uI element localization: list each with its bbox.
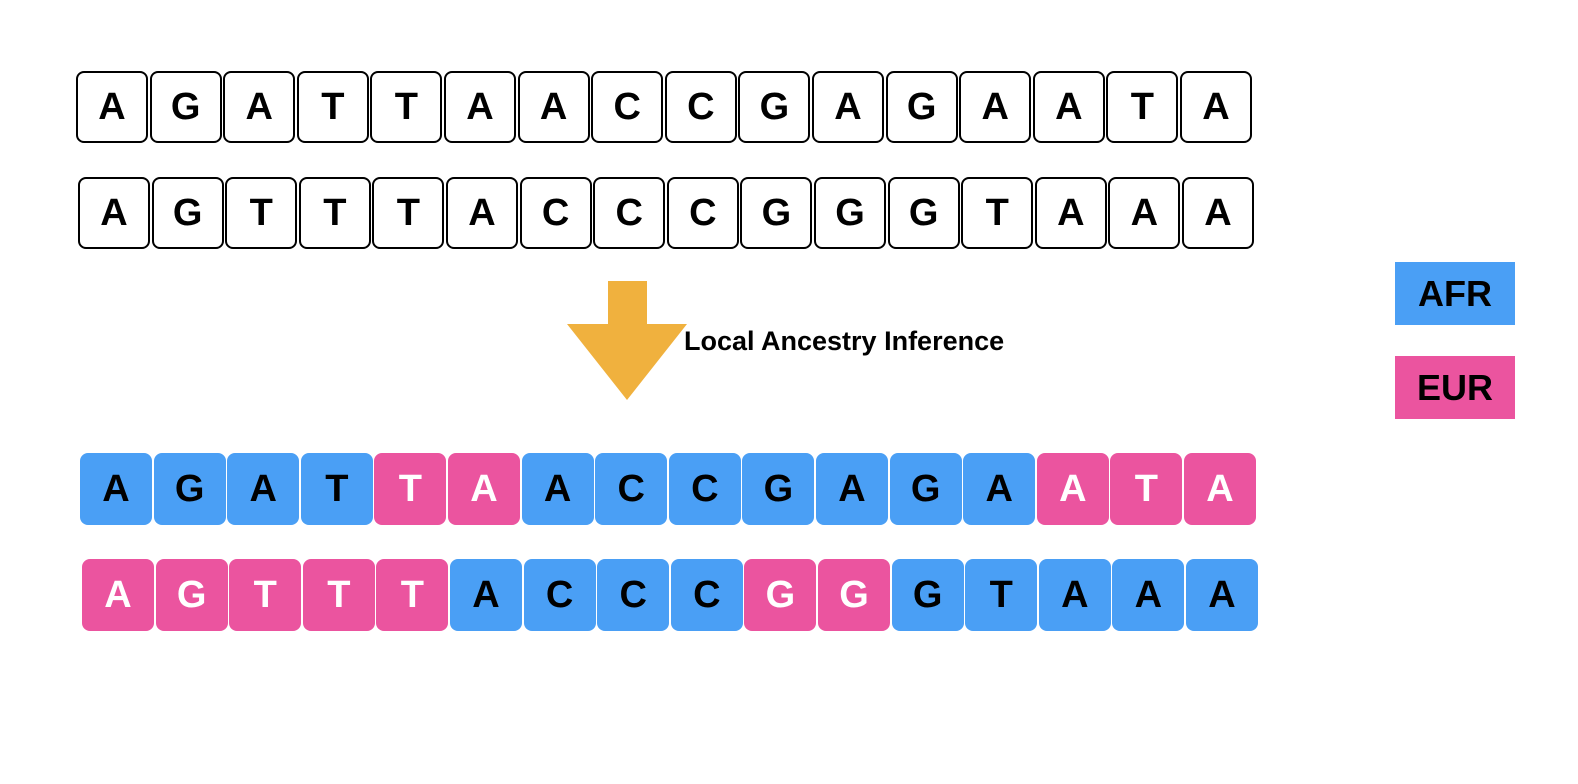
nucleotide-cell-afr: C [523, 559, 596, 631]
nucleotide-cell: C [591, 71, 664, 143]
nucleotide-cell: C [519, 177, 592, 249]
nucleotide-cell-eur: T [229, 559, 302, 631]
nucleotide-cell: G [738, 71, 811, 143]
nucleotide-cell-afr: G [742, 453, 815, 525]
nucleotide-cell-afr: A [963, 453, 1036, 525]
nucleotide-cell-eur: A [1036, 453, 1109, 525]
nucleotide-cell: T [372, 177, 445, 249]
nucleotide-cell-afr: A [1038, 559, 1111, 631]
nucleotide-cell-afr: A [227, 453, 300, 525]
nucleotide-cell-afr: T [965, 559, 1038, 631]
nucleotide-cell: T [296, 71, 369, 143]
nucleotide-cell-afr: G [889, 453, 962, 525]
nucleotide-cell-eur: A [82, 559, 154, 631]
down-arrow-icon [567, 281, 687, 400]
nucleotide-cell-eur: T [376, 559, 449, 631]
nucleotide-cell: C [593, 177, 666, 249]
nucleotide-cell-eur: G [818, 559, 890, 631]
nucleotide-cell-afr: A [1186, 559, 1258, 631]
nucleotide-cell-eur: A [448, 453, 520, 525]
nucleotide-cell-afr: A [816, 453, 888, 525]
nucleotide-cell-afr: G [891, 559, 964, 631]
legend-afr: AFR [1395, 262, 1515, 325]
nucleotide-cell-eur: T [374, 453, 447, 525]
arrow-label: Local Ancestry Inference [684, 326, 1005, 356]
nucleotide-cell: T [298, 177, 371, 249]
nucleotide-cell-eur: A [1184, 453, 1256, 525]
nucleotide-cell: T [225, 177, 298, 249]
nucleotide-cell: A [446, 177, 518, 249]
nucleotide-cell: A [1034, 177, 1107, 249]
nucleotide-cell: A [76, 71, 148, 143]
nucleotide-cell-afr: C [670, 559, 743, 631]
nucleotide-cell-afr: C [595, 453, 668, 525]
nucleotide-cell-eur: T [1110, 453, 1183, 525]
nucleotide-cell-eur: G [744, 559, 817, 631]
nucleotide-cell: G [887, 177, 960, 249]
nucleotide-cell-afr: A [80, 453, 152, 525]
nucleotide-cell: A [1180, 71, 1252, 143]
nucleotide-cell: A [78, 177, 150, 249]
nucleotide-cell-afr: A [450, 559, 522, 631]
nucleotide-cell: A [223, 71, 296, 143]
nucleotide-cell-afr: A [521, 453, 594, 525]
nucleotide-cell: C [664, 71, 737, 143]
nucleotide-cell: G [740, 177, 813, 249]
nucleotide-cell-afr: C [597, 559, 670, 631]
nucleotide-cell: G [151, 177, 224, 249]
nucleotide-cell-eur: T [302, 559, 375, 631]
legend-eur: EUR [1395, 356, 1515, 419]
nucleotide-cell-afr: T [300, 453, 373, 525]
nucleotide-cell: T [961, 177, 1034, 249]
nucleotide-cell: A [1182, 177, 1254, 249]
nucleotide-cell: A [444, 71, 516, 143]
nucleotide-cell: G [814, 177, 886, 249]
nucleotide-cell: T [1106, 71, 1179, 143]
nucleotide-cell: A [812, 71, 884, 143]
nucleotide-cell-afr: G [153, 453, 226, 525]
nucleotide-cell-afr: C [668, 453, 741, 525]
nucleotide-cell: A [1108, 177, 1181, 249]
nucleotide-cell: G [149, 71, 222, 143]
nucleotide-cell-eur: G [155, 559, 228, 631]
nucleotide-cell: C [666, 177, 739, 249]
nucleotide-cell: T [370, 71, 443, 143]
nucleotide-cell: A [517, 71, 590, 143]
nucleotide-cell: G [885, 71, 958, 143]
nucleotide-cell: A [1032, 71, 1105, 143]
nucleotide-cell: A [959, 71, 1032, 143]
nucleotide-cell-afr: A [1112, 559, 1185, 631]
